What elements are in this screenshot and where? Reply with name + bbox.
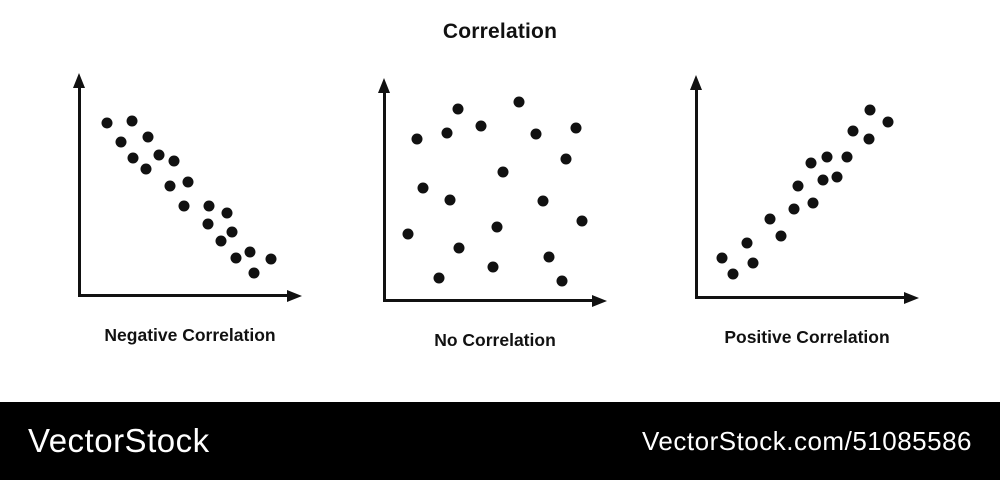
scatter-point: [792, 180, 804, 192]
vectorstock-credit: VectorStock.com/51085586: [642, 425, 972, 456]
y-axis: [73, 73, 85, 297]
scatter-point: [101, 117, 113, 129]
scatter-plot-no-correlation: No Correlation: [378, 78, 607, 351]
scatter-point: [537, 195, 549, 207]
scatter-point: [221, 207, 233, 219]
scatter-point: [203, 200, 215, 212]
scatter-point: [441, 127, 453, 139]
x-axis: [383, 295, 607, 307]
scatter-point: [164, 180, 176, 192]
scatter-point: [805, 157, 817, 169]
y-axis-arrowhead-icon: [73, 73, 85, 88]
scatter-point: [178, 200, 190, 212]
scatter-point: [140, 163, 152, 175]
y-axis-arrowhead-icon: [690, 75, 702, 90]
scatter-point: [788, 203, 800, 215]
scatter-point: [126, 115, 138, 127]
scatter-point: [560, 153, 572, 165]
scatter-plot-negative: Negative Correlation: [73, 73, 302, 346]
scatter-point: [230, 252, 242, 264]
scatter-point: [716, 252, 728, 264]
scatter-point: [764, 213, 776, 225]
scatter-point: [433, 272, 445, 284]
scatter-point: [882, 116, 894, 128]
scatter-point: [215, 235, 227, 247]
scatter-point: [831, 171, 843, 183]
scatter-point: [556, 275, 568, 287]
scatter-point: [817, 174, 829, 186]
scatter-point: [530, 128, 542, 140]
scatter-point: [847, 125, 859, 137]
scatter-point: [543, 251, 555, 263]
scatter-point: [153, 149, 165, 161]
scatter-point: [417, 182, 429, 194]
scatter-point: [142, 131, 154, 143]
scatter-point: [487, 261, 499, 273]
scatter-point: [864, 104, 876, 116]
x-axis-arrowhead-icon: [904, 292, 919, 304]
scatter-point: [570, 122, 582, 134]
x-axis: [78, 290, 302, 302]
plot-area-positive: [690, 75, 919, 304]
y-axis: [378, 78, 390, 302]
scatter-point: [513, 96, 525, 108]
scatter-point: [475, 120, 487, 132]
scatter-point: [115, 136, 127, 148]
x-axis-arrowhead-icon: [287, 290, 302, 302]
plot-area-no-correlation: [378, 78, 607, 307]
y-axis-arrowhead-icon: [378, 78, 390, 93]
scatter-point: [727, 268, 739, 280]
scatter-point: [775, 230, 787, 242]
scatter-point: [807, 197, 819, 209]
scatter-point: [265, 253, 277, 265]
scatter-point: [444, 194, 456, 206]
plot-label-positive: Positive Correlation: [724, 327, 890, 347]
y-axis: [690, 75, 702, 299]
scatter-point: [821, 151, 833, 163]
vectorstock-logo: VectorStock: [28, 422, 210, 459]
scatter-point: [841, 151, 853, 163]
scatter-point: [497, 166, 509, 178]
scatter-plot-positive: Positive Correlation: [690, 75, 919, 348]
scatter-point: [248, 267, 260, 279]
scatter-point: [402, 228, 414, 240]
scatter-point: [226, 226, 238, 238]
x-axis: [695, 292, 919, 304]
scatter-point: [863, 133, 875, 145]
watermark-bar: VectorStock VectorStock.com/51085586: [0, 402, 1000, 480]
scatter-point: [127, 152, 139, 164]
plot-area-negative: [73, 73, 302, 302]
plot-label-negative: Negative Correlation: [104, 325, 276, 345]
scatter-point: [182, 176, 194, 188]
diagram-title: Correlation: [442, 20, 558, 43]
scatter-point: [202, 218, 214, 230]
scatter-point: [741, 237, 753, 249]
scatter-point: [244, 246, 256, 258]
plot-label-no-correlation: No Correlation: [434, 330, 556, 350]
scatter-point: [491, 221, 503, 233]
scatter-point: [747, 257, 759, 269]
scatter-point: [452, 103, 464, 115]
x-axis-arrowhead-icon: [592, 295, 607, 307]
scatter-point: [576, 215, 588, 227]
scatter-point: [411, 133, 423, 145]
scatter-point: [453, 242, 465, 254]
scatter-point: [168, 155, 180, 167]
